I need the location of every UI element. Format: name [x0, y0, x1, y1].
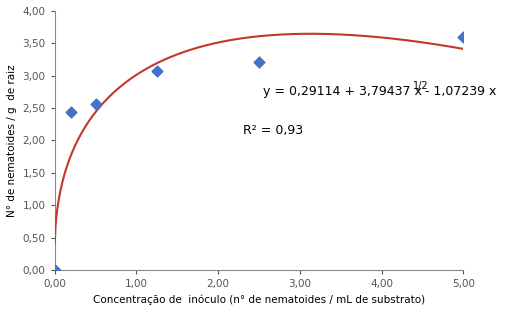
Point: [460, 34, 468, 39]
Point: [153, 69, 161, 74]
Point: [67, 110, 75, 115]
Point: [255, 60, 263, 65]
Y-axis label: N° de nematoides / g  de raiz: N° de nematoides / g de raiz: [7, 64, 17, 217]
Point: [91, 101, 99, 106]
Text: - 1,07239 x: - 1,07239 x: [421, 85, 496, 98]
Point: [50, 267, 59, 272]
Text: R² = 0,93: R² = 0,93: [243, 124, 303, 137]
Text: 1/2: 1/2: [413, 80, 428, 90]
X-axis label: Concentração de  inóculo (n° de nematoides / mL de substrato): Concentração de inóculo (n° de nematoide…: [93, 295, 425, 305]
Text: y = 0,29114 + 3,79437 x: y = 0,29114 + 3,79437 x: [263, 85, 422, 98]
